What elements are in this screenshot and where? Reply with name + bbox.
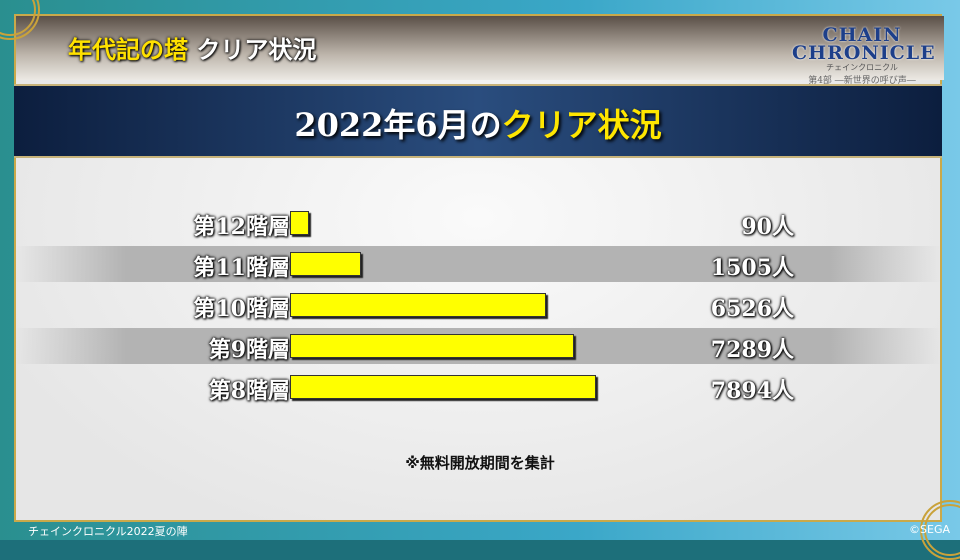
copyright: ©SEGA: [909, 523, 950, 536]
title-rest: クリア状況: [188, 36, 316, 64]
value-label: 7289人: [711, 332, 794, 364]
bar: [290, 293, 546, 317]
chart-title-prefix: 2022年6月の: [294, 106, 501, 144]
bar-row: 第10階層 6526人: [14, 287, 942, 323]
bar: [290, 334, 574, 358]
page-title: 年代記の塔 クリア状況: [68, 30, 316, 65]
category-label: 第9階層: [209, 332, 290, 364]
category-label: 第12階層: [193, 209, 290, 241]
bar: [290, 211, 309, 235]
value-label: 1505人: [711, 250, 794, 282]
bar-row: 第11階層 1505人: [14, 246, 942, 282]
chart-title-banner: 2022年6月のクリア状況: [14, 84, 942, 158]
chain-chronicle-logo: CHAIN CHRONICLE チェインクロニクル 第4部 ―新世界の呼び声―: [792, 26, 932, 86]
value-label: 90人: [741, 209, 794, 241]
value-label: 7894人: [711, 373, 794, 405]
bar: [290, 252, 361, 276]
event-name: チェインクロニクル2022夏の陣: [28, 523, 188, 539]
bar-row: 第12階層 90人: [14, 205, 942, 241]
category-label: 第11階層: [193, 250, 290, 282]
bar-row: 第9階層 7289人: [14, 328, 942, 364]
chart-title-highlight: クリア状況: [502, 106, 662, 144]
title-highlight: 年代記の塔: [68, 36, 188, 64]
bar-row: 第8階層 7894人: [14, 369, 942, 405]
logo-line2: CHRONICLE: [792, 44, 932, 62]
value-label: 6526人: [711, 291, 794, 323]
category-label: 第8階層: [209, 373, 290, 405]
chart-title: 2022年6月のクリア状況: [14, 100, 942, 146]
footnote: ※無料開放期間を集計: [0, 452, 960, 473]
category-label: 第10階層: [193, 291, 290, 323]
bar: [290, 375, 596, 399]
